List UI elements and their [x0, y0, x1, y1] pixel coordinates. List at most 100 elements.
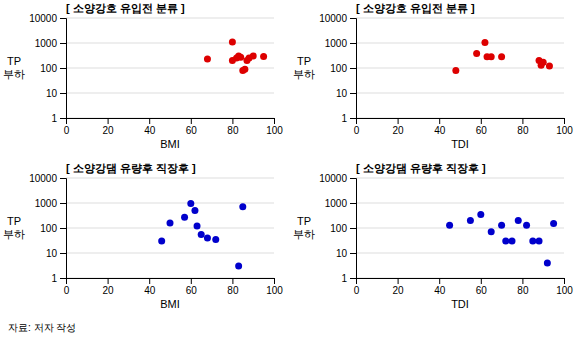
point	[229, 38, 236, 45]
tick-mark	[60, 18, 66, 19]
point	[452, 67, 459, 74]
grid-line	[66, 93, 274, 94]
tick-label: 1	[51, 113, 57, 124]
tick-label: 10	[46, 88, 58, 99]
tick-mark	[60, 253, 66, 254]
x-tick: 40	[434, 278, 446, 296]
tick-mark	[232, 278, 233, 284]
points	[452, 39, 553, 74]
tick-mark	[350, 253, 356, 254]
point	[260, 53, 267, 60]
tick-mark	[398, 118, 399, 124]
title: [ 소양강호 유입전 분류 ]	[66, 2, 185, 14]
y-tick: 1	[51, 273, 66, 284]
tick-label: 40	[144, 125, 156, 136]
point	[467, 217, 474, 224]
tick-label: 100	[266, 285, 283, 296]
tick-label: 20	[103, 125, 115, 136]
grid-line	[66, 228, 274, 229]
tick-label: 40	[144, 285, 156, 296]
point	[194, 223, 201, 230]
x-tick: 80	[517, 118, 529, 136]
tick-mark	[149, 118, 150, 124]
grid-line	[356, 93, 564, 94]
point	[198, 231, 205, 238]
y-tick: 1	[51, 113, 66, 124]
tick-label: 100	[330, 63, 347, 74]
tick-mark	[350, 203, 356, 204]
tick-label: 20	[103, 285, 115, 296]
tick-mark	[60, 93, 66, 94]
y-tick: 100	[40, 63, 66, 74]
tick-mark	[108, 118, 109, 124]
x-tick: 100	[266, 278, 283, 296]
point	[477, 211, 484, 218]
tick-label: 80	[517, 285, 529, 296]
tick-label: 10000	[29, 173, 57, 184]
point	[187, 200, 194, 207]
panel: 020406080100110100100010000[ 소양강호 유입전 분류…	[3, 2, 283, 150]
y-tick: 10000	[29, 13, 66, 24]
axis-line	[350, 179, 357, 279]
point	[536, 238, 543, 245]
tick-mark	[108, 278, 109, 284]
tick-label: 80	[517, 125, 529, 136]
tick-mark	[398, 278, 399, 284]
point	[498, 222, 505, 229]
y-tick: 10000	[319, 13, 356, 24]
grid-line	[356, 18, 564, 19]
axis-line	[357, 279, 565, 285]
point	[540, 59, 547, 66]
tick-mark	[350, 43, 356, 44]
grid	[356, 18, 564, 118]
tick-mark	[564, 278, 565, 284]
grid-line	[66, 18, 274, 19]
grid-line	[66, 178, 274, 179]
y-tick: 100	[330, 223, 356, 234]
x-tick: 100	[266, 118, 283, 136]
tick-label: 10000	[319, 13, 347, 24]
x-tick: 60	[476, 118, 488, 136]
tick-mark	[350, 278, 356, 279]
y-axis: 110100100010000	[319, 13, 356, 124]
tick-label: 60	[186, 285, 198, 296]
tick-mark	[481, 278, 482, 284]
axis-line	[67, 279, 275, 285]
title: [ 소양강댐 유량후 직장후 ]	[66, 162, 196, 174]
panel: 020406080100110100100010000[ 소양강호 유입전 분류…	[293, 2, 573, 150]
y-axis: 110100100010000	[29, 173, 66, 284]
x-tick: 0	[64, 118, 70, 136]
tick-label: 100	[40, 223, 57, 234]
tick-mark	[350, 93, 356, 94]
y-tick: 100	[40, 223, 66, 234]
x-tick: 40	[144, 278, 156, 296]
tick-label: 40	[434, 285, 446, 296]
point	[239, 203, 246, 210]
point	[544, 259, 551, 266]
tick-label: 10000	[29, 13, 57, 24]
point	[546, 63, 553, 70]
point	[191, 207, 198, 214]
x-tick: 0	[64, 278, 70, 296]
y-tick: 10	[336, 88, 356, 99]
y-tick: 1	[341, 273, 356, 284]
source: 자료: 저자 작성	[8, 322, 76, 333]
point	[509, 238, 516, 245]
tick-label: 1	[51, 273, 57, 284]
x-tick: 60	[186, 278, 198, 296]
x-axis: 020406080100	[354, 278, 574, 296]
tick-label: 40	[434, 125, 446, 136]
y-tick: 1000	[35, 198, 66, 209]
x-axis: 020406080100	[354, 118, 574, 136]
tick-label: 1000	[35, 198, 58, 209]
point	[481, 39, 488, 46]
axis-line	[67, 119, 275, 125]
x-label: BMI	[160, 298, 180, 310]
title: [ 소양강호 유입전 분류 ]	[356, 2, 475, 14]
x-tick: 80	[517, 278, 529, 296]
tick-label: 100	[40, 63, 57, 74]
tick-mark	[522, 118, 523, 124]
grid-line	[356, 228, 564, 229]
point	[523, 222, 530, 229]
tick-mark	[274, 118, 275, 124]
